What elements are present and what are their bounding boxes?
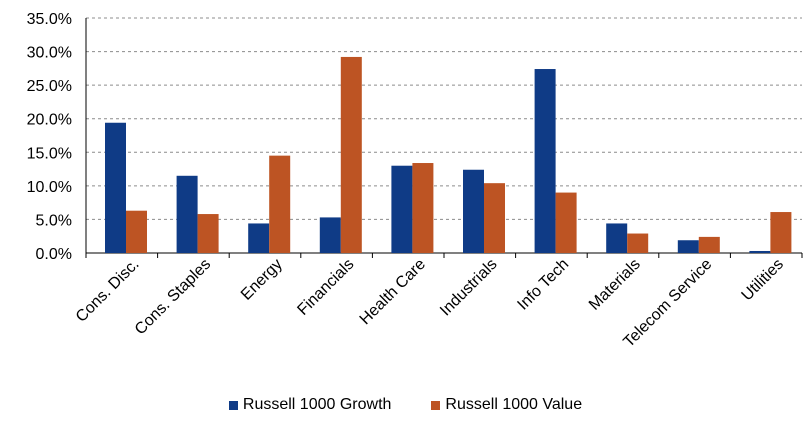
- y-tick-label: 5.0%: [36, 212, 72, 229]
- bar-value: [412, 163, 434, 253]
- y-tick-label: 30.0%: [27, 45, 72, 62]
- bar-value: [698, 236, 720, 253]
- y-tick-label: 20.0%: [27, 112, 72, 129]
- y-tick-label: 0.0%: [36, 246, 72, 263]
- bar-value: [126, 210, 147, 253]
- legend-swatch-value: [431, 400, 441, 410]
- bar-growth: [749, 250, 771, 253]
- legend-swatch-growth: [228, 400, 238, 410]
- legend-item-value: Russell 1000 Value: [431, 396, 582, 414]
- x-tick-label: Energy: [238, 256, 286, 304]
- bar-growth: [391, 165, 413, 253]
- bar-value: [484, 183, 505, 253]
- legend: Russell 1000 Growth Russell 1000 Value: [0, 396, 811, 414]
- bar-value: [627, 233, 649, 253]
- y-tick-label: 35.0%: [27, 11, 72, 28]
- y-tick-label: 25.0%: [27, 78, 72, 95]
- x-tick-label: Materials: [586, 256, 644, 314]
- x-tick-label: Utilities: [739, 256, 787, 304]
- bar-growth: [248, 223, 270, 253]
- bar-value: [197, 214, 219, 253]
- x-tick-label: Financials: [294, 256, 357, 319]
- bar-growth: [319, 217, 341, 253]
- legend-label-growth: Russell 1000 Growth: [242, 396, 392, 413]
- legend-item-growth: Russell 1000 Growth: [228, 396, 392, 414]
- y-tick-label: 10.0%: [27, 179, 72, 196]
- x-tick-label: Info Tech: [514, 256, 572, 314]
- x-tick-label: Cons. Disc.: [73, 256, 143, 326]
- bar-growth: [606, 223, 628, 253]
- legend-label-value: Russell 1000 Value: [445, 396, 583, 413]
- bar-growth: [463, 169, 484, 253]
- x-tick-label: Health Care: [357, 256, 429, 328]
- x-tick-label: Industrials: [437, 256, 501, 320]
- x-tick-label: Cons. Staples: [132, 256, 214, 338]
- bar-growth: [176, 175, 198, 253]
- bar-value: [555, 192, 577, 253]
- bar-growth: [534, 69, 556, 254]
- bar-growth: [105, 122, 126, 253]
- bar-growth: [677, 240, 699, 253]
- bar-value: [269, 155, 291, 253]
- bar-value: [770, 212, 792, 253]
- y-tick-label: 15.0%: [27, 145, 72, 162]
- bar-value: [340, 56, 362, 253]
